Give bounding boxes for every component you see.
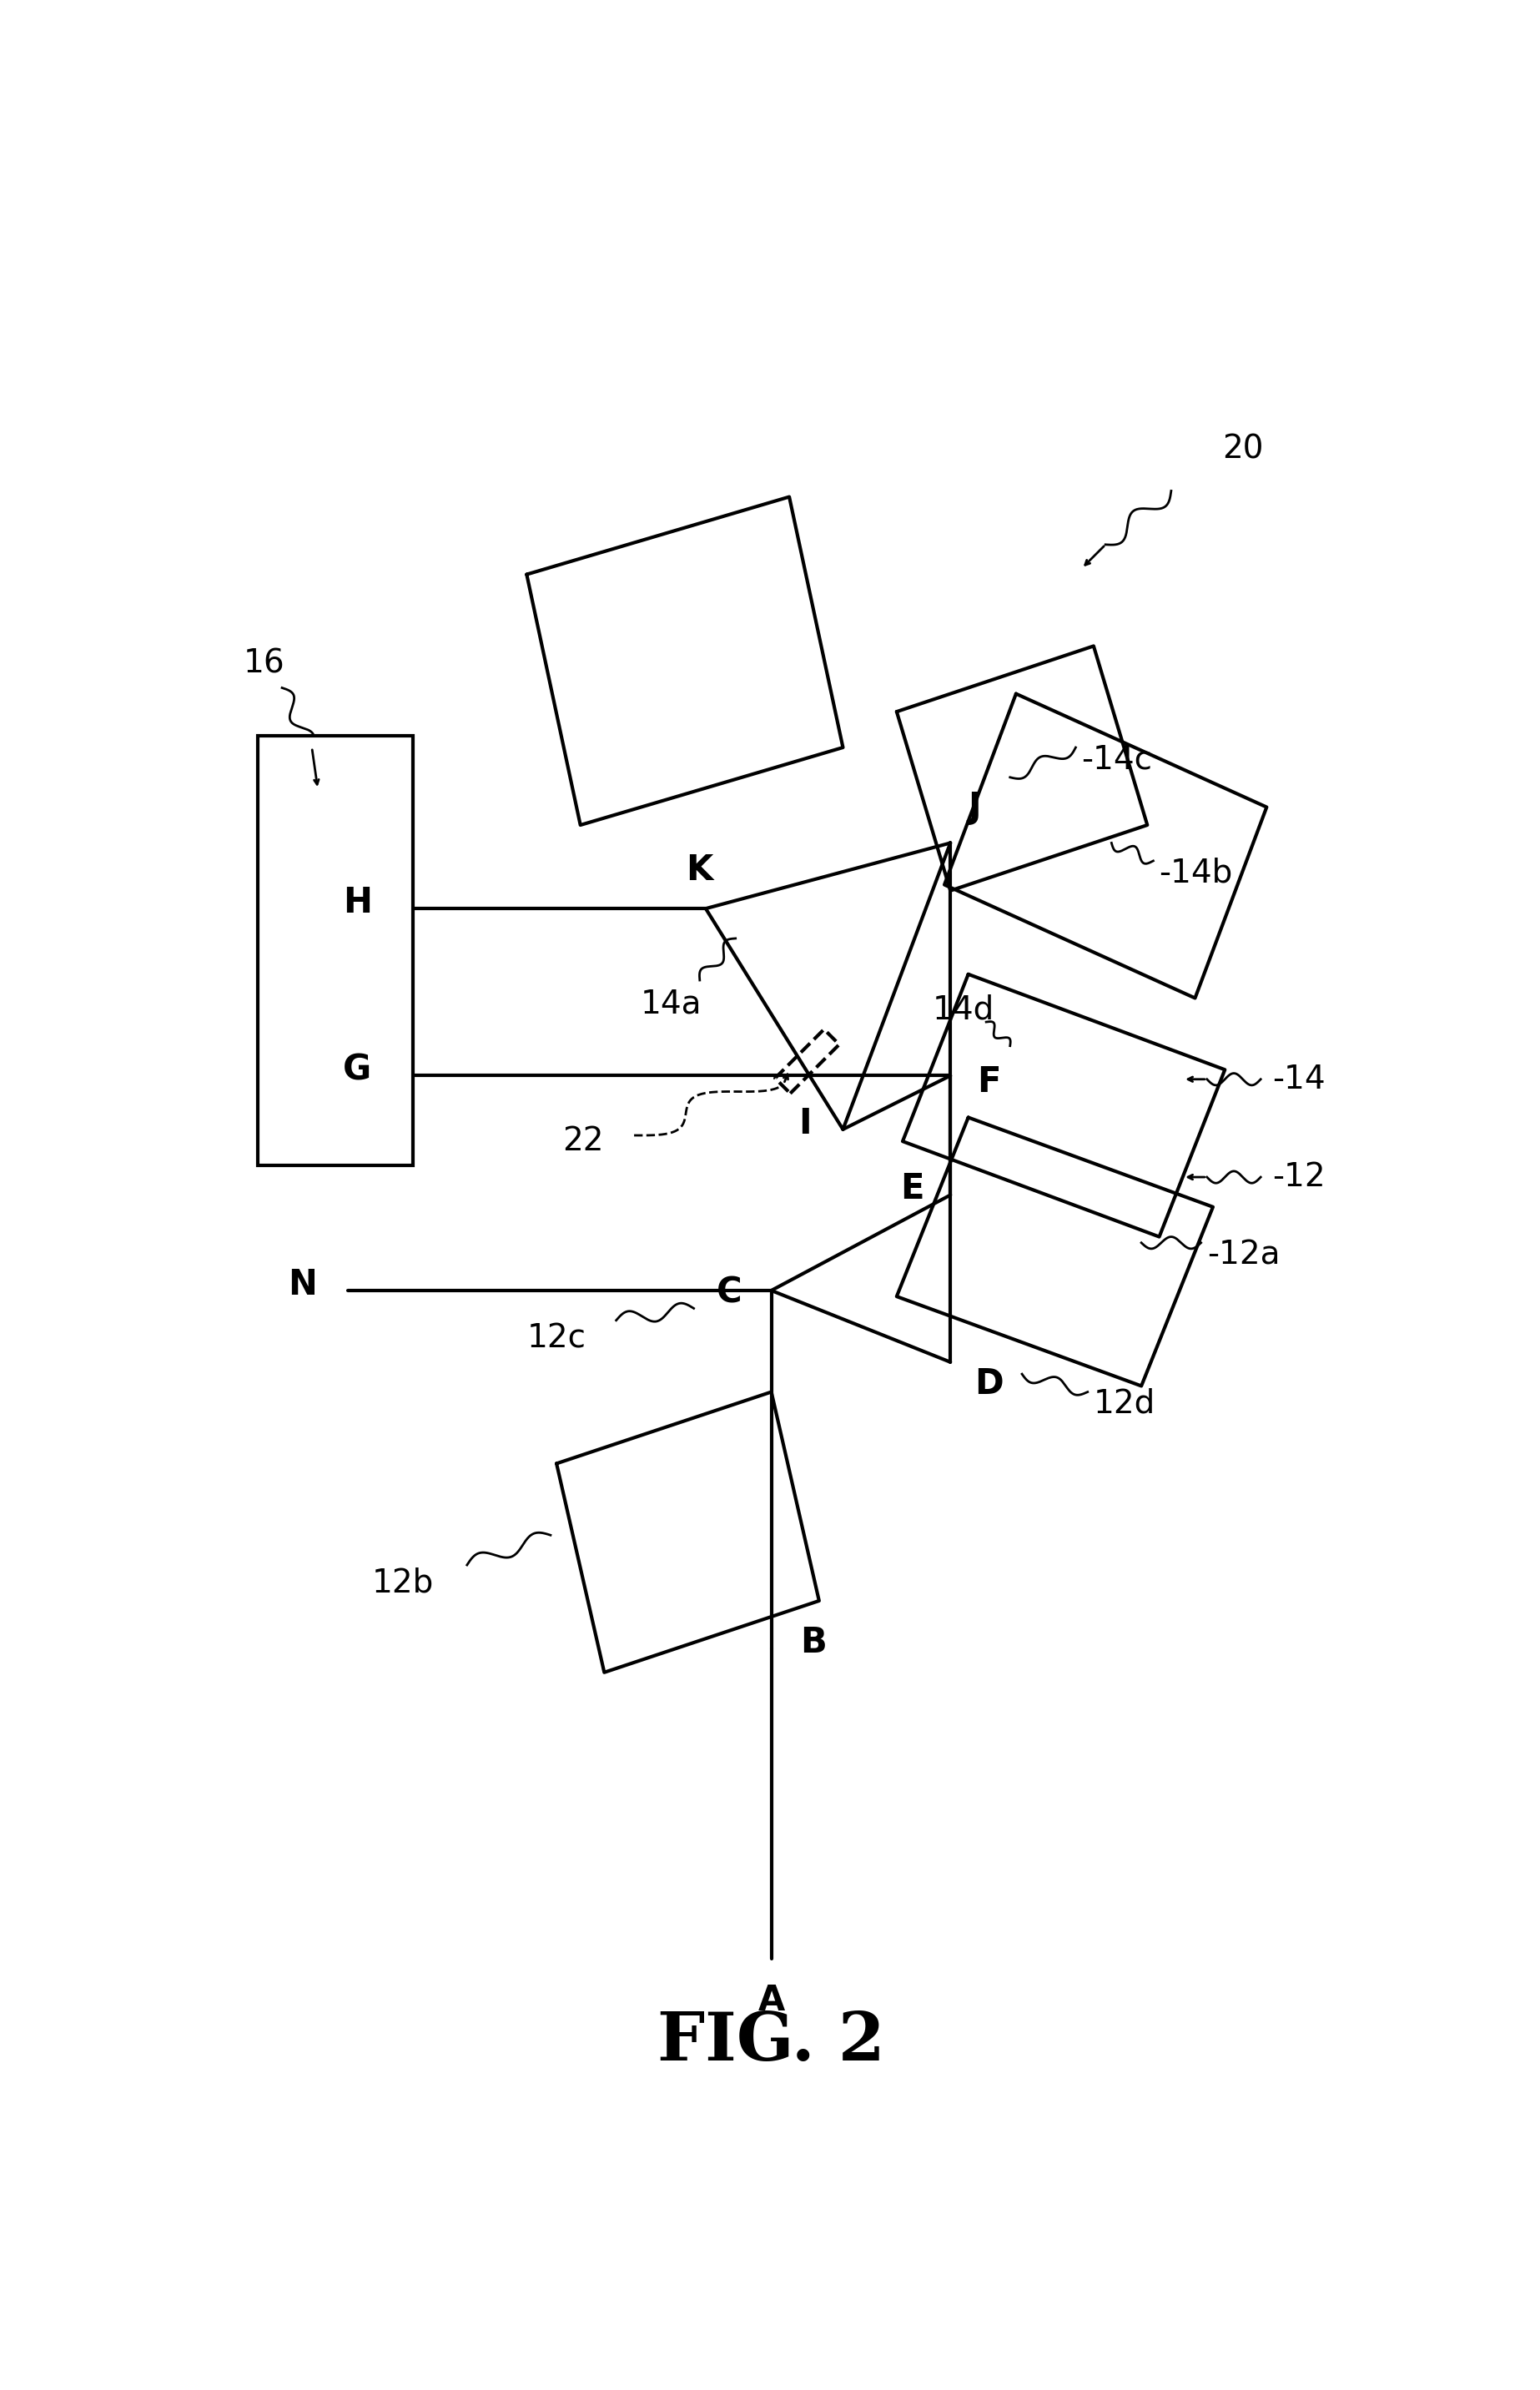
Text: E: E: [901, 1171, 924, 1207]
Text: J: J: [967, 789, 981, 825]
Text: -14c: -14c: [1081, 743, 1152, 774]
Text: F: F: [976, 1064, 1001, 1099]
Text: 12d: 12d: [1093, 1389, 1155, 1420]
Text: -14: -14: [1272, 1064, 1326, 1095]
Text: H: H: [342, 884, 371, 920]
Text: 14a: 14a: [641, 987, 701, 1021]
Text: 12c: 12c: [527, 1322, 585, 1355]
Text: -14b: -14b: [1160, 858, 1234, 889]
Text: G: G: [343, 1052, 371, 1087]
Text: I: I: [798, 1107, 812, 1140]
Text: A: A: [758, 1984, 785, 2017]
Text: D: D: [975, 1367, 1003, 1401]
Text: FIG. 2: FIG. 2: [658, 2010, 885, 2075]
Text: N: N: [288, 1267, 317, 1303]
Text: B: B: [799, 1625, 827, 1661]
Text: -12a: -12a: [1207, 1238, 1280, 1271]
Text: 22: 22: [562, 1126, 604, 1157]
Text: 14d: 14d: [933, 994, 995, 1025]
Text: -12: -12: [1272, 1162, 1326, 1193]
Text: 16: 16: [243, 648, 285, 679]
Text: 20: 20: [1223, 433, 1263, 466]
Text: 12b: 12b: [371, 1568, 433, 1599]
Text: C: C: [716, 1276, 742, 1310]
Text: K: K: [687, 853, 713, 889]
Bar: [259, 736, 413, 1166]
